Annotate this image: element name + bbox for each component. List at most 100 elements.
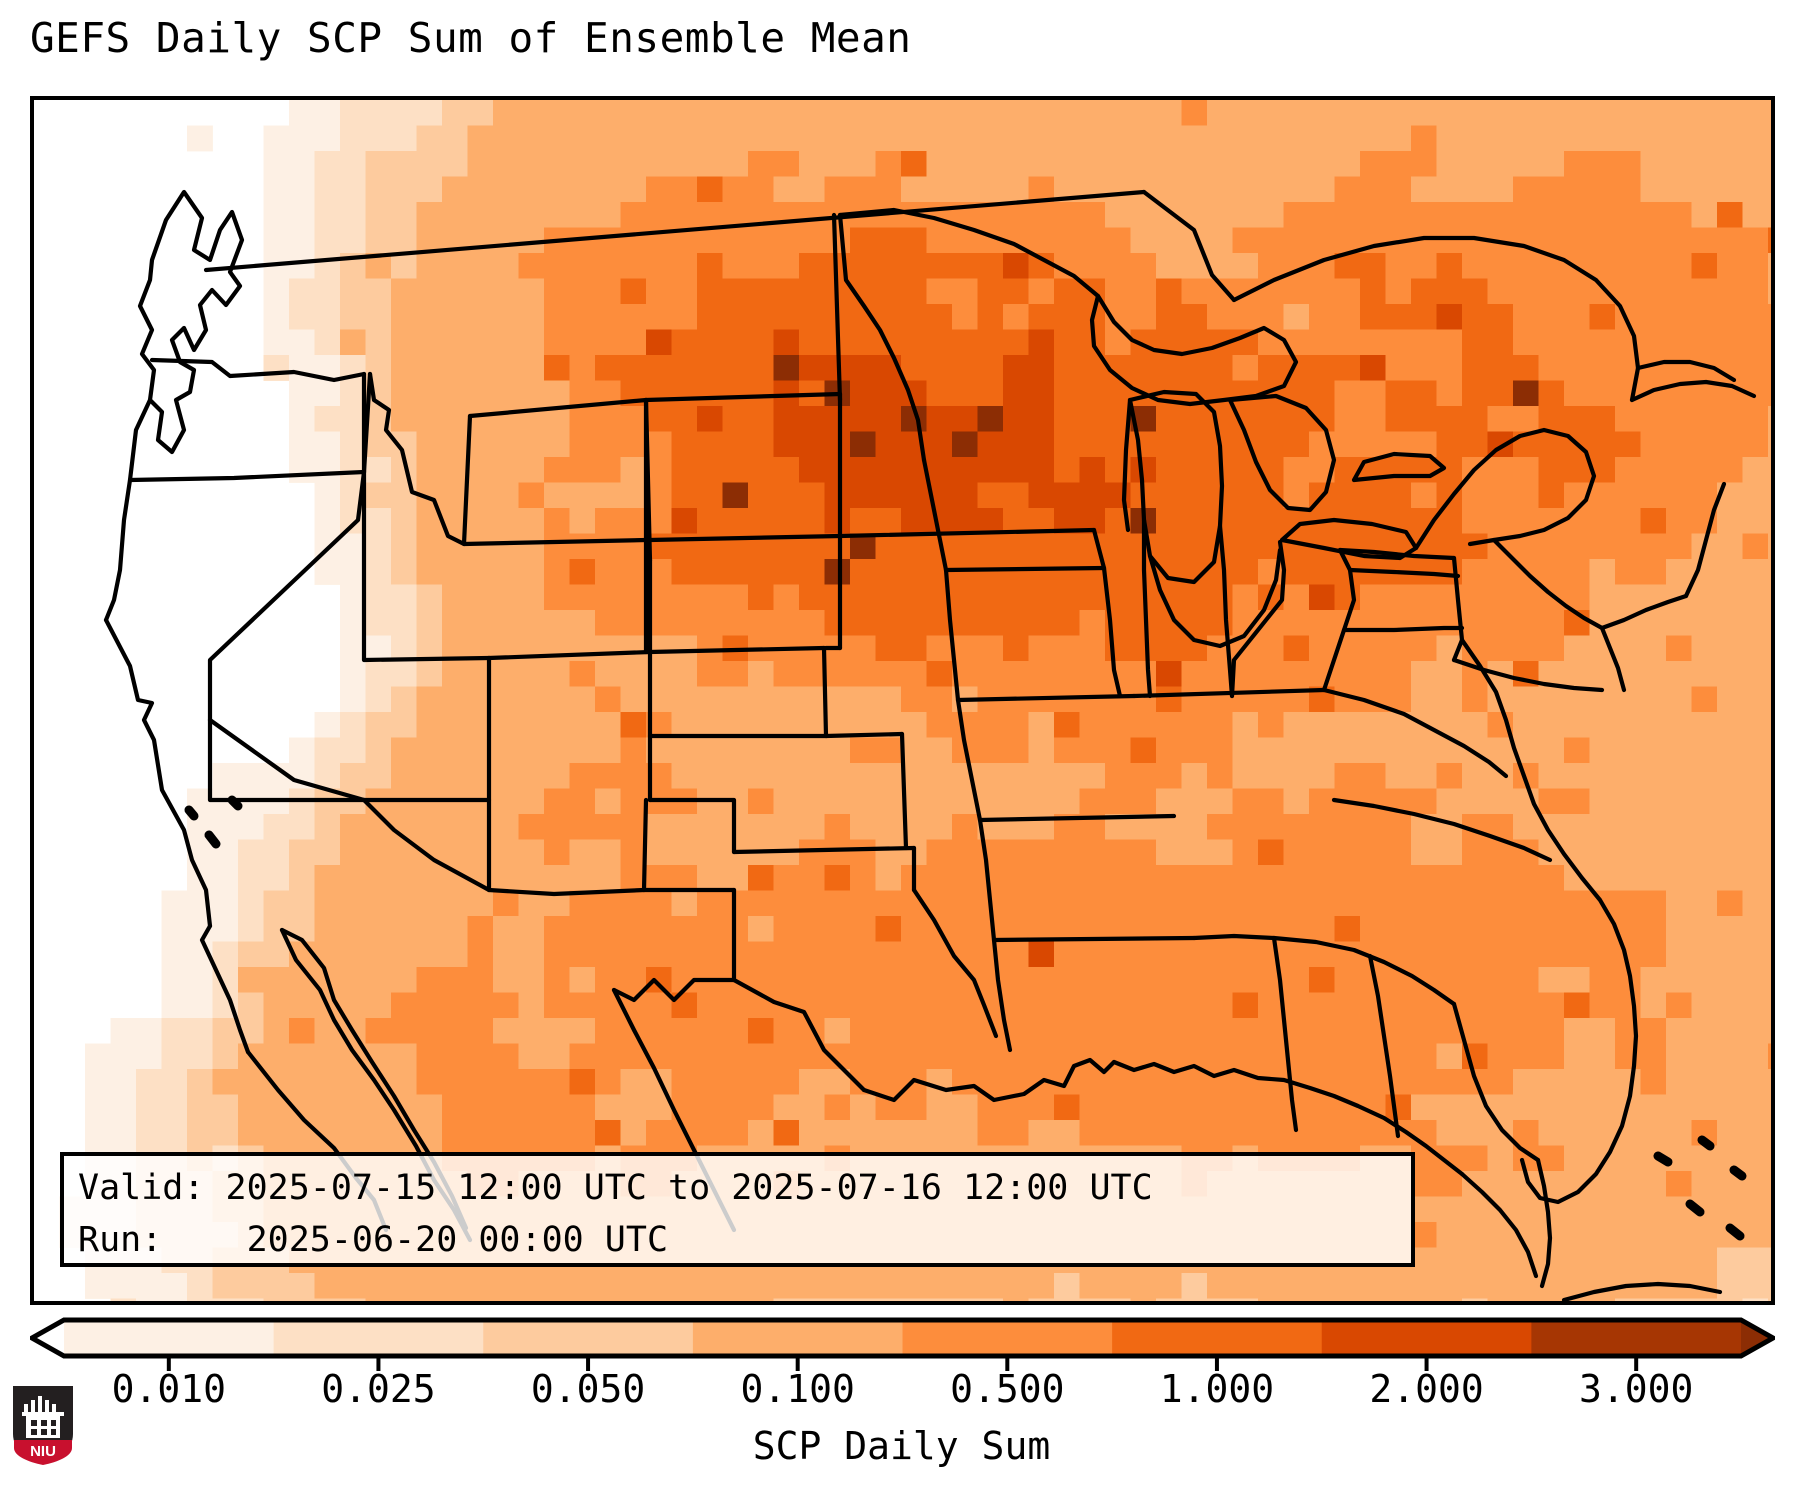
grid-cell — [1666, 533, 1692, 560]
grid-cell — [1003, 151, 1029, 177]
grid-cell — [1207, 1018, 1233, 1044]
grid-cell — [1283, 992, 1310, 1019]
grid-cell — [875, 380, 902, 407]
grid-cell — [1258, 1069, 1284, 1095]
grid-cell — [1768, 839, 1771, 866]
grid-cell — [1487, 737, 1514, 764]
grid-cell — [314, 176, 341, 203]
grid-cell — [1436, 941, 1463, 968]
colorbar-cell — [692, 1320, 904, 1356]
grid-cell — [799, 1298, 825, 1301]
grid-cell — [1079, 1069, 1106, 1095]
map-plot-area[interactable] — [30, 96, 1775, 1305]
grid-cell — [569, 737, 596, 764]
grid-cell — [1666, 788, 1692, 815]
grid-cell — [1462, 1018, 1488, 1044]
colorbar[interactable] — [30, 1316, 1775, 1371]
grid-cell — [1615, 1247, 1641, 1274]
grid-cell — [1003, 712, 1029, 738]
grid-cell — [1640, 686, 1667, 713]
grid-cell — [544, 967, 570, 993]
grid-cell — [238, 1298, 264, 1301]
grid-cell — [850, 355, 876, 381]
grid-cell — [824, 916, 851, 942]
grid-cell — [442, 482, 468, 509]
grid-cell — [875, 737, 902, 764]
grid-cell — [365, 941, 392, 968]
grid-cell — [977, 584, 1004, 611]
grid-cell — [595, 763, 621, 789]
grid-cell — [493, 712, 519, 738]
grid-cell — [1079, 482, 1106, 509]
niu-band — [14, 1440, 72, 1465]
grid-cell — [1615, 125, 1641, 152]
grid-cell — [1589, 1247, 1616, 1274]
grid-cell — [1232, 584, 1259, 611]
grid-cell — [773, 431, 800, 458]
grid-cell — [977, 635, 1004, 662]
grid-cell — [1232, 533, 1259, 560]
grid-cell — [620, 1094, 647, 1121]
grid-cell — [1360, 202, 1386, 228]
grid-cell — [1462, 176, 1488, 203]
grid-cell — [926, 1043, 953, 1070]
grid-cell — [1156, 686, 1182, 713]
grid-cell — [493, 1043, 519, 1070]
grid-cell — [1309, 839, 1335, 866]
grid-cell — [365, 533, 392, 560]
grid-cell — [620, 814, 647, 840]
grid-cell — [391, 584, 417, 611]
grid-cell — [1181, 737, 1208, 764]
grid-cell — [1207, 125, 1233, 152]
grid-cell — [314, 227, 341, 254]
grid-cell — [416, 533, 443, 560]
grid-cell — [646, 992, 672, 1019]
grid-cell — [722, 125, 749, 152]
grid-cell — [569, 406, 596, 432]
grid-cell — [1589, 125, 1616, 152]
grid-cell — [340, 508, 366, 534]
grid-cell — [1768, 1298, 1771, 1301]
grid-cell — [1462, 482, 1488, 509]
grid-cell — [1666, 482, 1692, 509]
grid-cell — [1385, 125, 1412, 152]
grid-cell — [1538, 176, 1565, 203]
grid-cell — [1130, 431, 1157, 458]
grid-cell — [1487, 1043, 1514, 1070]
grid-cell — [1258, 1120, 1284, 1146]
grid-cell — [493, 661, 519, 687]
grid-cell — [1640, 814, 1667, 840]
grid-cell — [646, 202, 672, 228]
grid-cell — [1181, 992, 1208, 1019]
grid-cell — [416, 890, 443, 917]
grid-cell — [850, 686, 876, 713]
grid-cell — [365, 457, 392, 483]
grid-cell — [875, 431, 902, 458]
grid-cell — [1513, 712, 1539, 738]
grid-cell — [1360, 1043, 1386, 1070]
grid-cell — [1589, 584, 1616, 611]
grid-cell — [544, 1298, 570, 1301]
grid-cell — [620, 457, 647, 483]
grid-cell — [1564, 788, 1590, 815]
grid-cell — [1258, 125, 1284, 152]
grid-cell — [595, 712, 621, 738]
grid-cell — [1283, 635, 1310, 662]
grid-cell — [1181, 1120, 1208, 1146]
grid-cell — [620, 584, 647, 611]
grid-cell — [850, 916, 876, 942]
grid-cell — [901, 584, 927, 611]
grid-cell — [1181, 1018, 1208, 1044]
grid-cell — [952, 1043, 978, 1070]
grid-cell — [952, 457, 978, 483]
grid-cell — [1385, 457, 1412, 483]
grid-cell — [569, 355, 596, 381]
grid-cell — [595, 253, 621, 279]
grid-cell — [1054, 329, 1080, 356]
grid-cell — [1487, 1018, 1514, 1044]
grid-cell — [518, 176, 545, 203]
grid-cell — [595, 1120, 621, 1146]
grid-cell — [1003, 1120, 1029, 1146]
grid-cell — [977, 329, 1004, 356]
grid-cell — [1054, 839, 1080, 866]
